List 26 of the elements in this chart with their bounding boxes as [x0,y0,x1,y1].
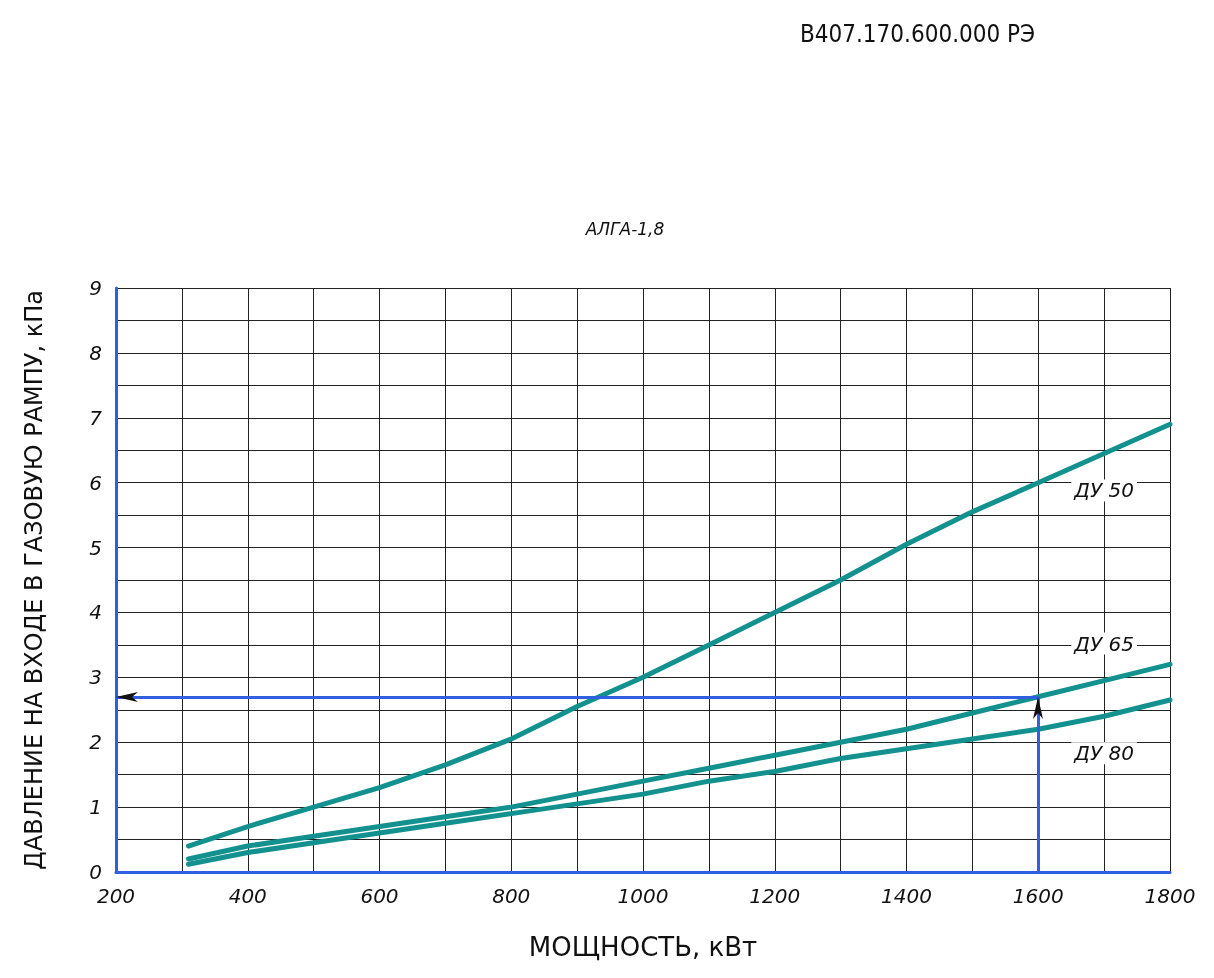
text: В407.170.600.000 РЭ [800,20,1036,48]
y-tick-label: 7 [89,405,103,430]
x-axis-title: МОЩНОСТЬ, кВт [528,932,758,962]
y-tick-label: 6 [89,470,102,495]
x-tick-label: 1000 [617,884,669,908]
x-tick-label: 1200 [749,884,801,908]
series-label: ДУ 80 [1073,741,1134,766]
y-tick-label: 0 [89,860,102,884]
y-tick-label: 3 [89,665,102,690]
x-tick-label: 1600 [1012,884,1064,908]
y-tick-label: 5 [89,535,102,560]
x-tick-label: 400 [228,884,267,908]
y-tick-label: 4 [89,600,102,625]
x-tick-label: 1400 [881,884,932,908]
y-tick-label: 1 [89,795,102,820]
x-tick-label: 800 [492,884,531,908]
y-tick-label: 8 [89,340,102,365]
series-label: ДУ 50 [1073,478,1134,503]
chart-title: АЛГА-1,8 [584,218,665,239]
x-tick-label: 200 [96,884,136,908]
x-tick-label: 600 [360,884,399,908]
y-axis-title: ДАВЛЕНИЕ НА ВХОДЕ В ГАЗОВУЮ РАМПУ, кПа [20,290,48,870]
series-label: ДУ 65 [1073,631,1134,656]
y-tick-label: 9 [89,276,102,300]
x-tick-label: 1800 [1144,884,1196,908]
y-tick-label: 2 [89,730,102,755]
